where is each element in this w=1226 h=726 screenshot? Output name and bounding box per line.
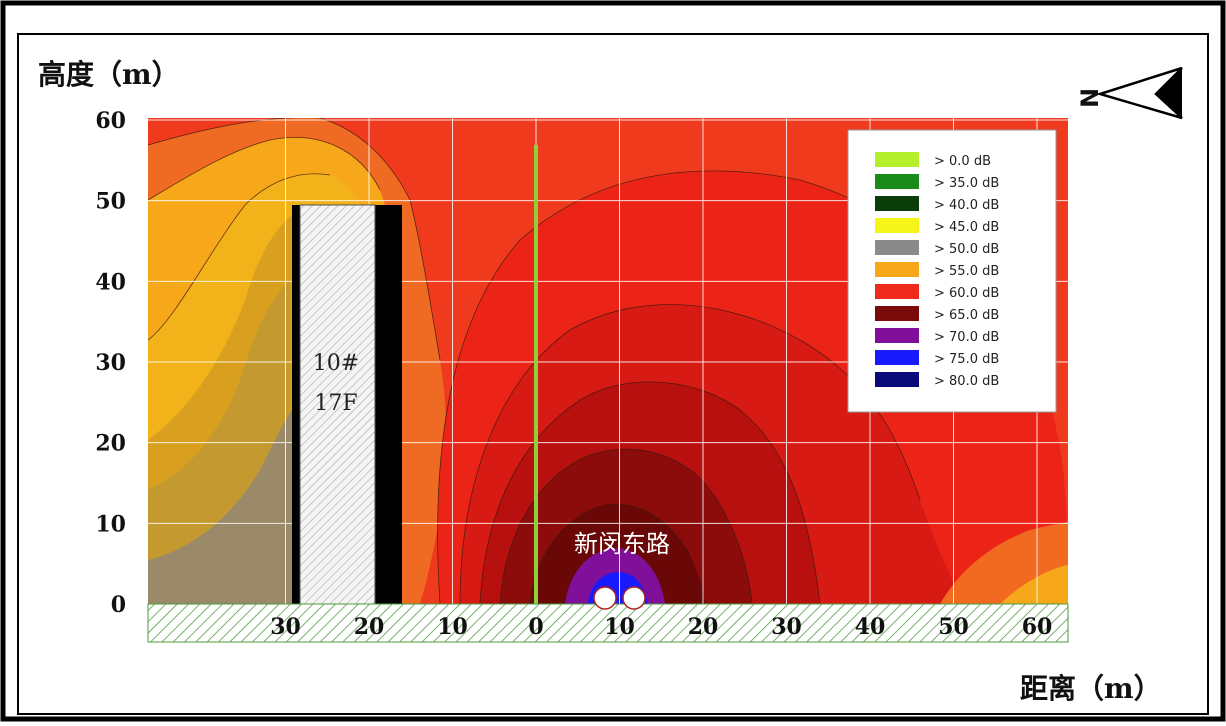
vehicle-icon <box>593 586 617 610</box>
y-tick-label: 10 <box>95 511 126 537</box>
legend-label: > 45.0 dB <box>934 220 999 235</box>
legend-swatch <box>875 262 919 277</box>
legend-label: > 0.0 dB <box>934 154 991 169</box>
y-tick-label: 30 <box>95 350 126 376</box>
x-tick-label: 20 <box>688 614 719 640</box>
inner-border <box>17 33 1209 715</box>
legend-label: > 75.0 dB <box>934 352 999 367</box>
y-tick-label: 40 <box>95 269 126 295</box>
building-label-1: 10# <box>313 351 359 376</box>
legend-swatch <box>875 284 919 299</box>
legend-label: > 60.0 dB <box>934 286 999 301</box>
legend-swatch <box>875 174 919 189</box>
north-arrow-icon: N <box>1076 66 1183 120</box>
y-ticks: 60 50 40 30 20 10 0 <box>95 108 126 618</box>
band-far-right-2 <box>1000 565 1068 604</box>
x-tick-label: 50 <box>938 614 969 640</box>
y-tick-label: 20 <box>95 431 126 457</box>
legend: > 0.0 dB > 35.0 dB > 40.0 dB > 45.0 dB > 50.… <box>875 152 999 389</box>
legend-swatch <box>875 372 919 387</box>
legend-swatch <box>875 218 919 233</box>
legend-label: > 80.0 dB <box>934 374 999 389</box>
legend-label: > 35.0 dB <box>934 176 999 191</box>
legend-label: > 50.0 dB <box>934 242 999 257</box>
y-tick-label: 0 <box>111 592 126 618</box>
vehicle-icon <box>622 586 646 610</box>
legend-swatch <box>875 196 919 211</box>
y-axis-title: 高度（m） <box>38 58 180 91</box>
building-label-2: 17F <box>314 391 357 416</box>
legend-label: > 55.0 dB <box>934 264 999 279</box>
legend-swatch <box>875 306 919 321</box>
y-tick-label: 50 <box>95 189 126 215</box>
legend-label: > 40.0 dB <box>934 198 999 213</box>
building-10 <box>299 204 376 605</box>
x-tick-label: 0 <box>528 614 543 640</box>
ground-strip <box>147 603 1069 643</box>
band-left-6 <box>148 410 292 604</box>
legend-swatch <box>875 328 919 343</box>
y-tick-label: 60 <box>95 108 126 134</box>
legend-label: > 70.0 dB <box>934 330 999 345</box>
road-label: 新闵东路 <box>574 530 670 558</box>
x-tick-label: 20 <box>354 614 385 640</box>
legend-swatch <box>875 152 919 167</box>
x-axis-title: 距离（m） <box>1020 672 1162 705</box>
legend-swatch <box>875 240 919 255</box>
x-tick-label: 30 <box>771 614 802 640</box>
north-label: N <box>1076 88 1104 108</box>
x-tick-label: 30 <box>270 614 301 640</box>
x-tick-label: 60 <box>1022 614 1053 640</box>
x-tick-label: 10 <box>437 614 468 640</box>
x-ticks: 30 20 10 0 10 20 30 40 50 60 <box>270 614 1052 640</box>
legend-swatch <box>875 350 919 365</box>
legend-label: > 65.0 dB <box>934 308 999 323</box>
x-tick-label: 40 <box>855 614 886 640</box>
x-tick-label: 10 <box>604 614 635 640</box>
